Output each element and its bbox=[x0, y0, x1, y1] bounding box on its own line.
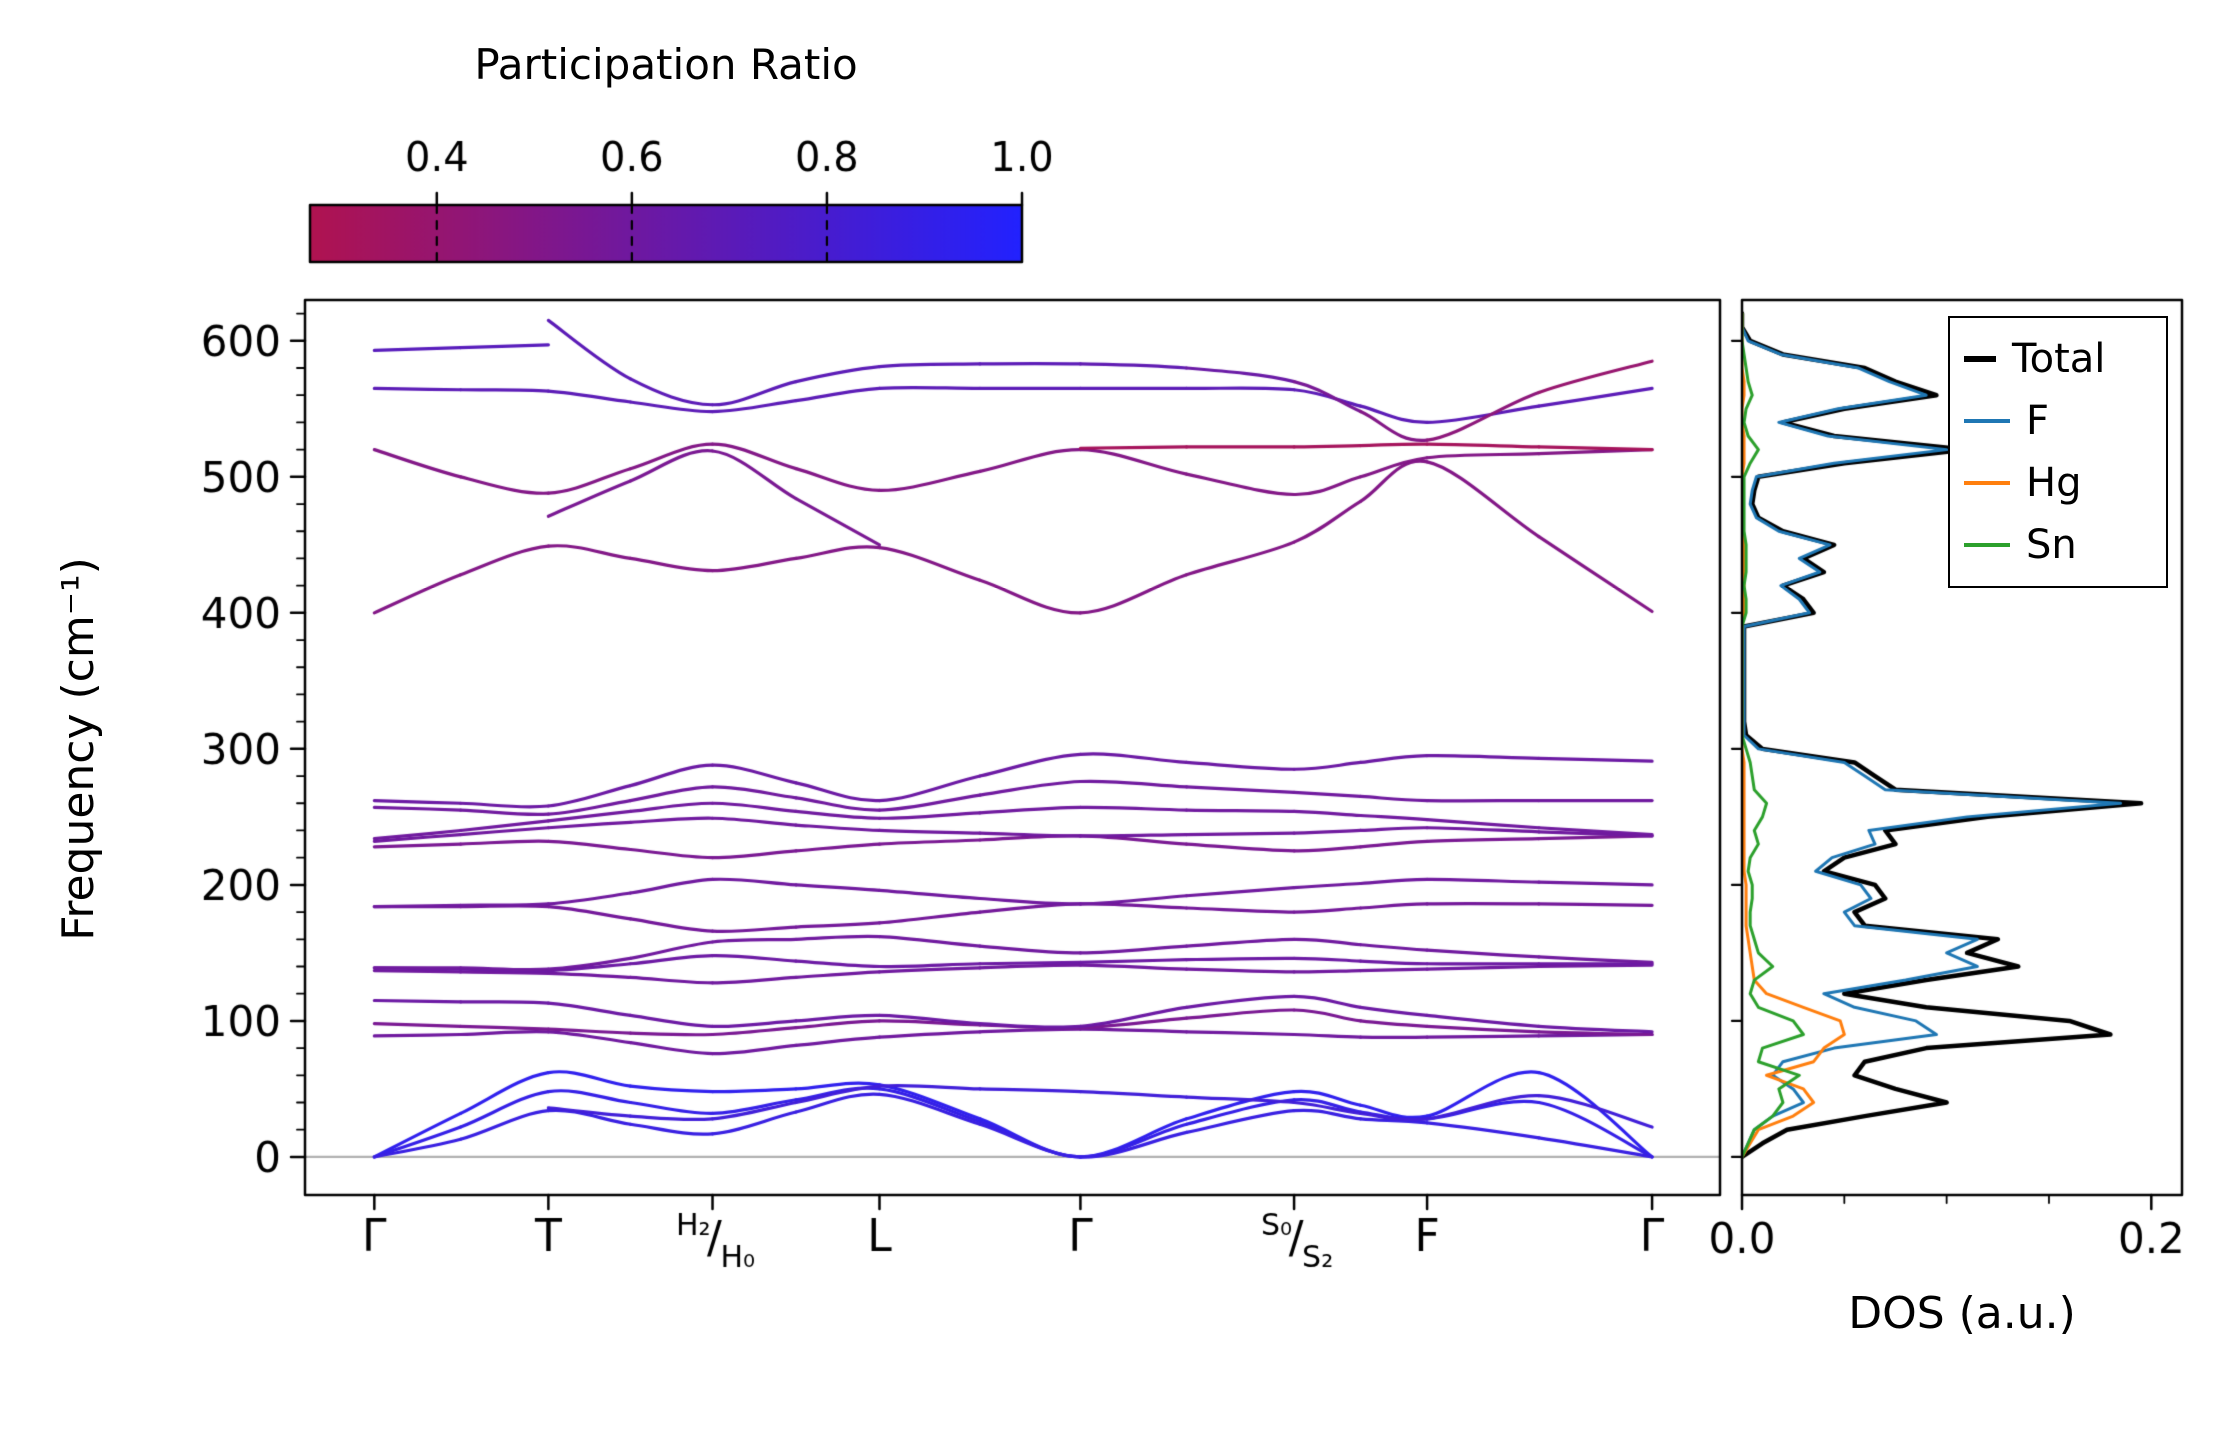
legend-swatch bbox=[1964, 543, 2010, 547]
legend-item-hg: Hg bbox=[1964, 452, 2166, 514]
legend-item-label: Sn bbox=[2026, 522, 2077, 568]
legend-item-f: F bbox=[1964, 390, 2166, 452]
colorbar-title: Participation Ratio bbox=[474, 40, 858, 89]
legend-swatch bbox=[1964, 419, 2010, 423]
legend-item-total: Total bbox=[1964, 328, 2166, 390]
legend-item-label: Total bbox=[2012, 336, 2106, 382]
legend-swatch bbox=[1964, 356, 1996, 362]
dos-axis-label: DOS (a.u.) bbox=[1848, 1288, 2076, 1339]
legend-item-label: F bbox=[2026, 398, 2050, 444]
legend-swatch bbox=[1964, 481, 2010, 485]
legend: Total F Hg Sn bbox=[1948, 316, 2168, 588]
legend-item-label: Hg bbox=[2026, 460, 2082, 506]
y-axis-label: Frequency (cm⁻¹) bbox=[53, 557, 104, 941]
legend-item-sn: Sn bbox=[1964, 514, 2166, 576]
